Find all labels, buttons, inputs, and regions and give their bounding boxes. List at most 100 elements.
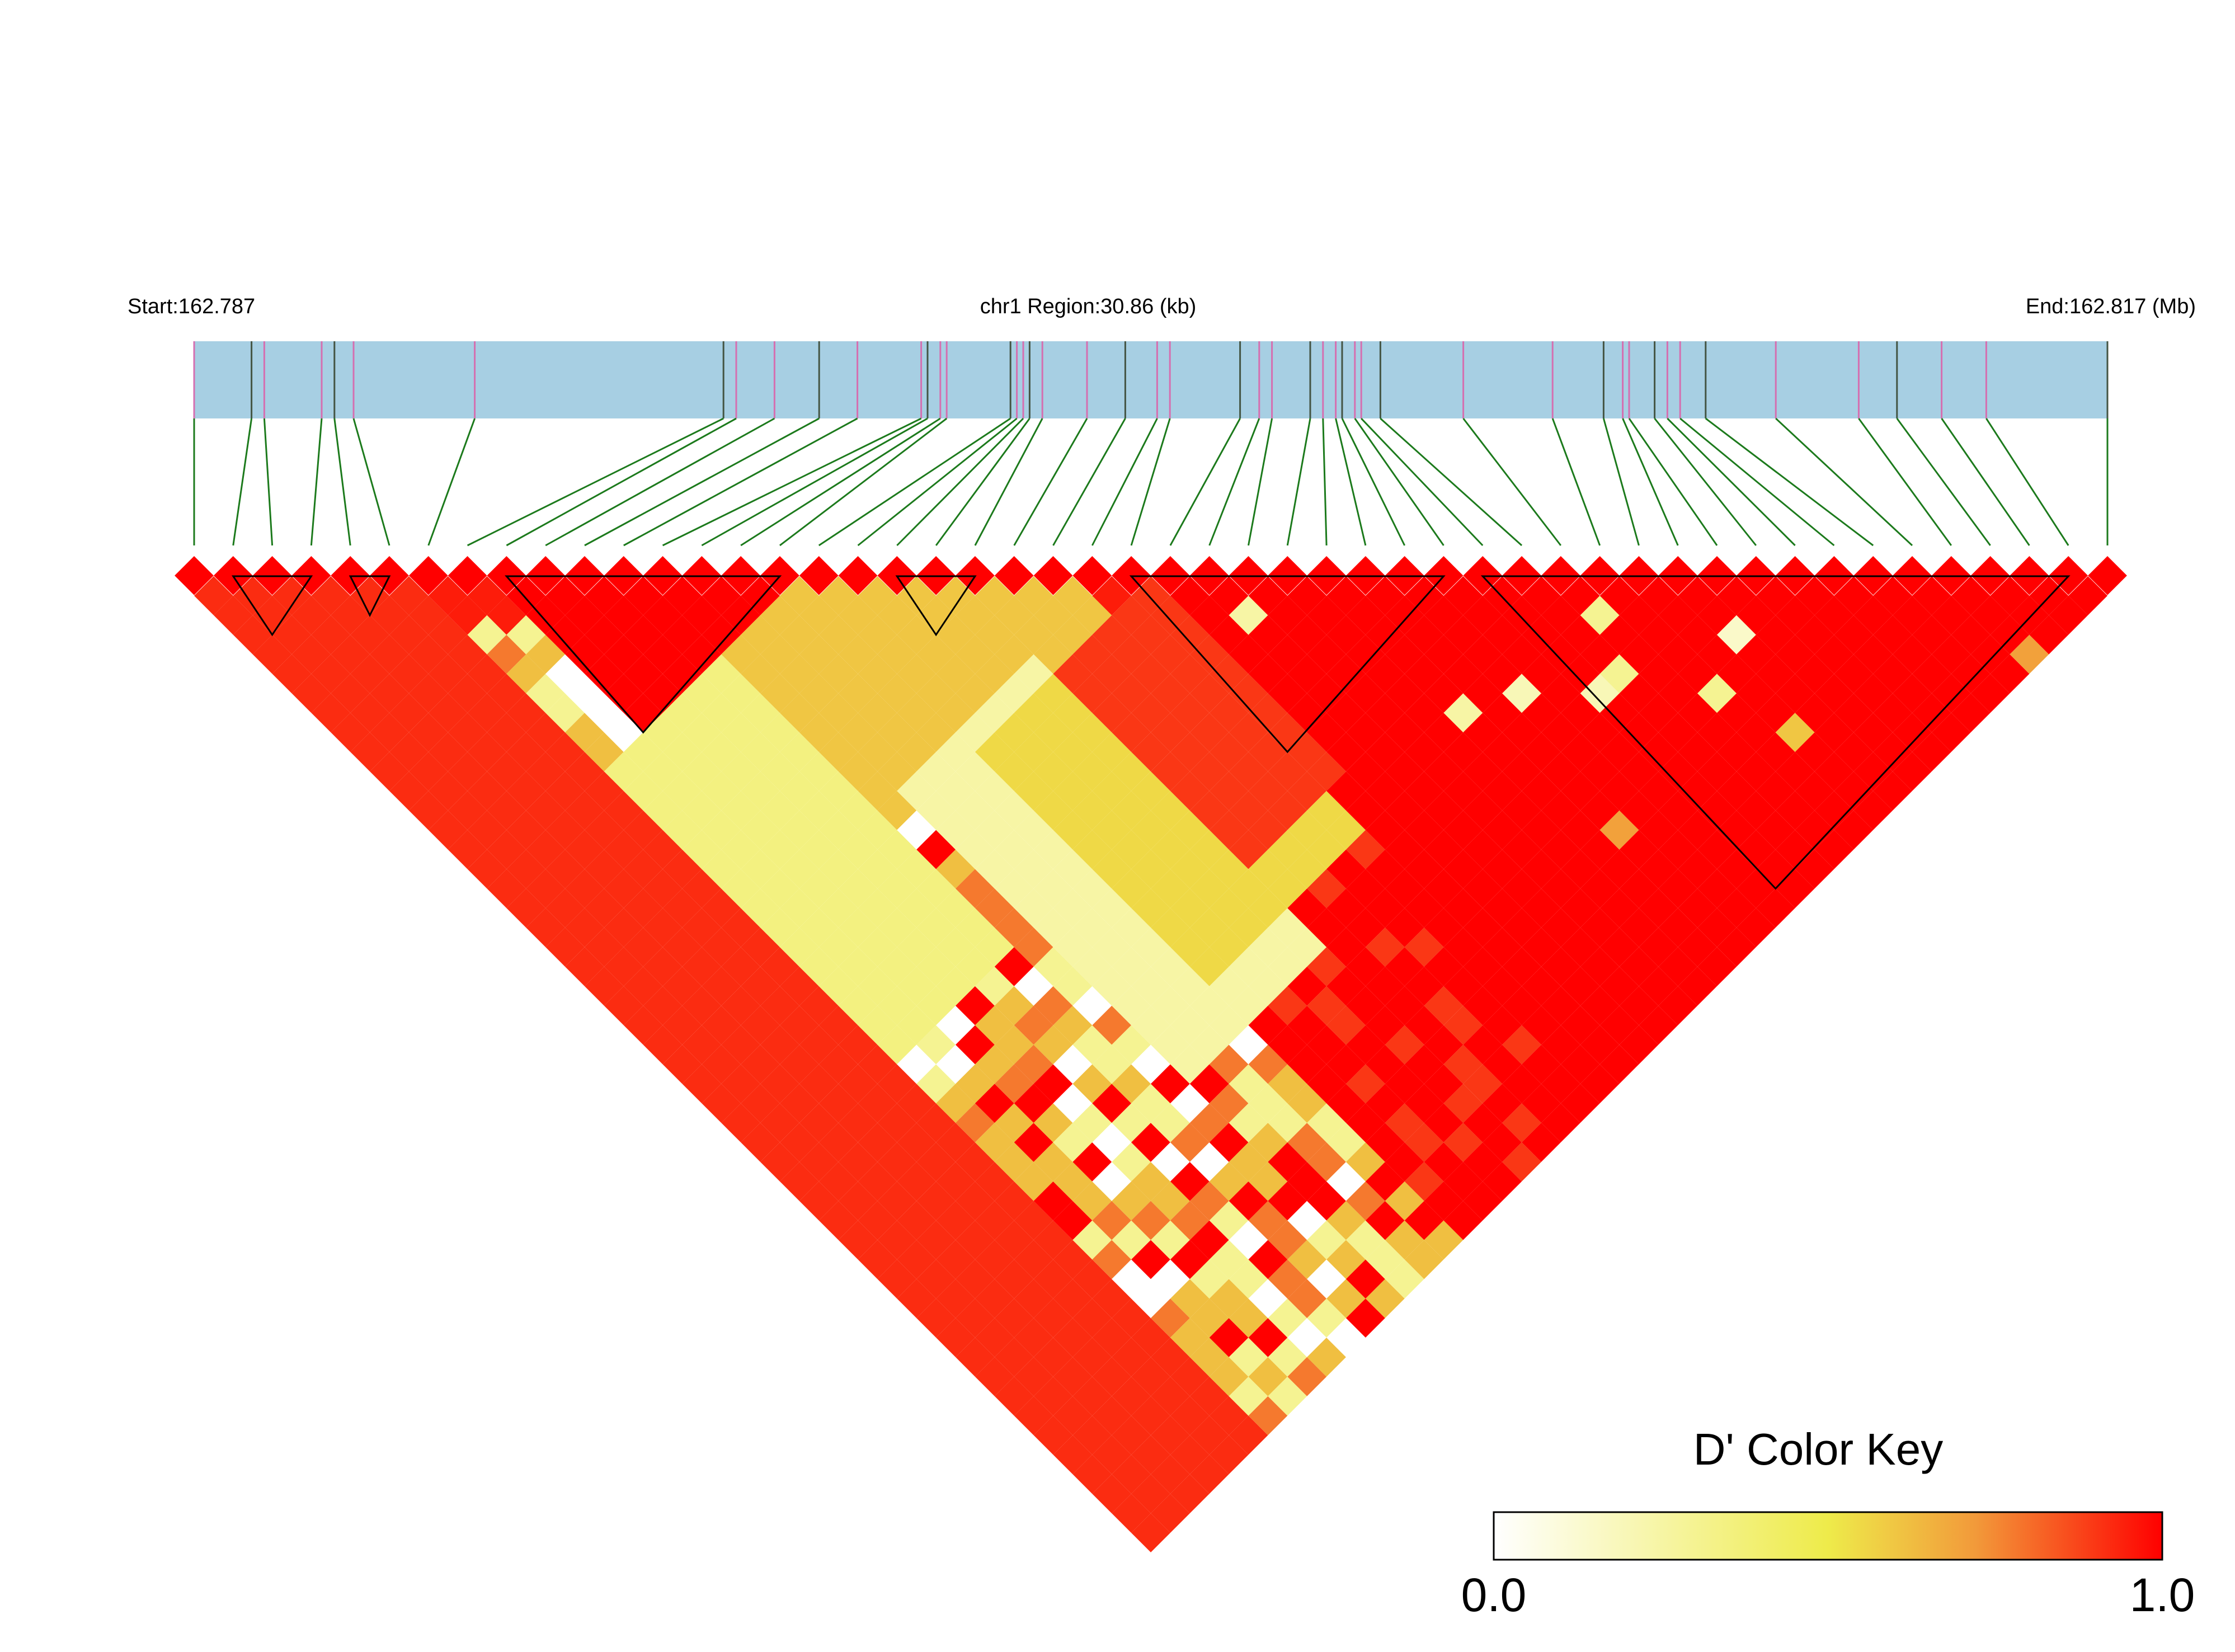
color-key-title: D' Color Key bbox=[1693, 1424, 1944, 1474]
ld-cell bbox=[1365, 732, 1405, 771]
ld-cell bbox=[1365, 1161, 1405, 1201]
ld-cell bbox=[252, 634, 292, 674]
ld-cell bbox=[1834, 693, 1874, 733]
haplotype-block-outlines bbox=[231, 575, 2071, 890]
ld-cell bbox=[1365, 928, 1405, 967]
color-key-max-label: 1.0 bbox=[2130, 1569, 2195, 1621]
ld-cell bbox=[760, 713, 799, 752]
ld-cell bbox=[350, 654, 389, 694]
snp-connector bbox=[1985, 418, 2069, 546]
ld-cell bbox=[252, 595, 292, 635]
ld-cell bbox=[994, 595, 1034, 635]
ld-cell bbox=[760, 634, 799, 674]
ld-cell bbox=[545, 615, 585, 655]
snp-connector bbox=[1380, 417, 1523, 547]
ld-cell bbox=[760, 986, 799, 1025]
ld-cell bbox=[545, 732, 585, 771]
snp-connector bbox=[427, 418, 476, 546]
snp-connector bbox=[779, 417, 948, 547]
ld-cell bbox=[467, 615, 507, 655]
ld-cell bbox=[994, 713, 1034, 752]
ld-cell bbox=[1365, 654, 1405, 694]
snp-connector bbox=[545, 417, 775, 547]
ld-cell bbox=[760, 1064, 799, 1104]
snp-connector bbox=[1775, 417, 1913, 547]
ld-cell bbox=[1365, 771, 1405, 811]
ld-cell bbox=[545, 888, 585, 928]
ld-cell bbox=[760, 908, 799, 948]
snp-connector bbox=[1628, 418, 1718, 546]
snp-connector bbox=[1169, 418, 1241, 546]
snp-connector bbox=[1208, 418, 1260, 546]
ld-cell bbox=[1717, 928, 1756, 967]
snp-connector bbox=[584, 417, 820, 547]
snp-connector bbox=[333, 418, 351, 546]
ld-cell bbox=[994, 1338, 1034, 1377]
ld-cell bbox=[994, 908, 1034, 948]
snp-connector bbox=[974, 418, 1043, 546]
ld-cell bbox=[1365, 1005, 1405, 1045]
snp-marker bbox=[175, 556, 214, 595]
snp-connector bbox=[896, 417, 1024, 547]
ld-cell bbox=[1365, 1084, 1405, 1123]
snp-marker bbox=[1072, 556, 1112, 595]
ld-cell bbox=[994, 1259, 1034, 1299]
ld-cell bbox=[1834, 576, 1874, 615]
ld-cell bbox=[1365, 849, 1405, 889]
snp-connector bbox=[263, 418, 274, 546]
ld-cell bbox=[350, 615, 389, 655]
region-start-label: Start:162.787 bbox=[128, 295, 255, 318]
snp-marker bbox=[1033, 556, 1073, 595]
snp-connector bbox=[818, 417, 1011, 547]
snp-connector bbox=[1941, 418, 2030, 546]
ld-cell bbox=[1365, 615, 1405, 655]
ld-cell bbox=[545, 771, 585, 811]
haplotype-block bbox=[349, 575, 391, 618]
ld-cell bbox=[760, 947, 799, 986]
ld-cell bbox=[545, 810, 585, 850]
ld-cell bbox=[467, 771, 507, 811]
ld-cell bbox=[2068, 576, 2107, 615]
color-key: D' Color Key 0.0 1.0 bbox=[1461, 1424, 2195, 1621]
snp-connector bbox=[1354, 418, 1444, 546]
ld-cell bbox=[545, 576, 585, 615]
region-end-label: End:162.817 (Mb) bbox=[2026, 295, 2196, 318]
ld-cell bbox=[350, 576, 389, 615]
ld-cell bbox=[760, 595, 799, 635]
haplotype-block bbox=[895, 575, 977, 637]
snp-connector bbox=[1858, 418, 1952, 546]
ld-cell bbox=[1834, 771, 1874, 811]
ld-cell bbox=[760, 790, 799, 830]
region-length-label: chr1 Region:30.86 (kb) bbox=[980, 295, 1197, 318]
snp-connector bbox=[623, 417, 858, 547]
haplotype-block bbox=[1129, 575, 1446, 754]
color-key-gradient bbox=[1493, 1511, 2163, 1561]
ld-cell bbox=[994, 1025, 1034, 1065]
ld-cell bbox=[1365, 810, 1405, 850]
snp-connector bbox=[701, 417, 928, 547]
ld-cell bbox=[350, 732, 389, 771]
ld-cell bbox=[545, 693, 585, 733]
ld-cell bbox=[467, 576, 507, 615]
snp-connector bbox=[1361, 417, 1484, 547]
snp-marker bbox=[448, 556, 487, 595]
snp-connector bbox=[1286, 418, 1311, 546]
snp-markers bbox=[175, 556, 2127, 595]
ld-cell bbox=[994, 674, 1034, 713]
ld-cell bbox=[1365, 693, 1405, 733]
ld-cell bbox=[760, 674, 799, 713]
snp-connector bbox=[310, 418, 323, 546]
snp-connector bbox=[1551, 418, 1601, 546]
haplotype-block bbox=[1480, 575, 2071, 890]
ld-cell bbox=[760, 869, 799, 909]
ld-cell bbox=[1365, 1123, 1405, 1162]
snp-marker bbox=[408, 556, 448, 595]
ld-cell bbox=[994, 947, 1034, 986]
snp-connector bbox=[1667, 417, 1796, 547]
ld-cell bbox=[1365, 1044, 1405, 1084]
ld-cell bbox=[760, 752, 799, 791]
snp-connector bbox=[1679, 417, 1835, 547]
ld-cell bbox=[994, 1103, 1034, 1143]
ld-cell bbox=[1365, 966, 1405, 1006]
